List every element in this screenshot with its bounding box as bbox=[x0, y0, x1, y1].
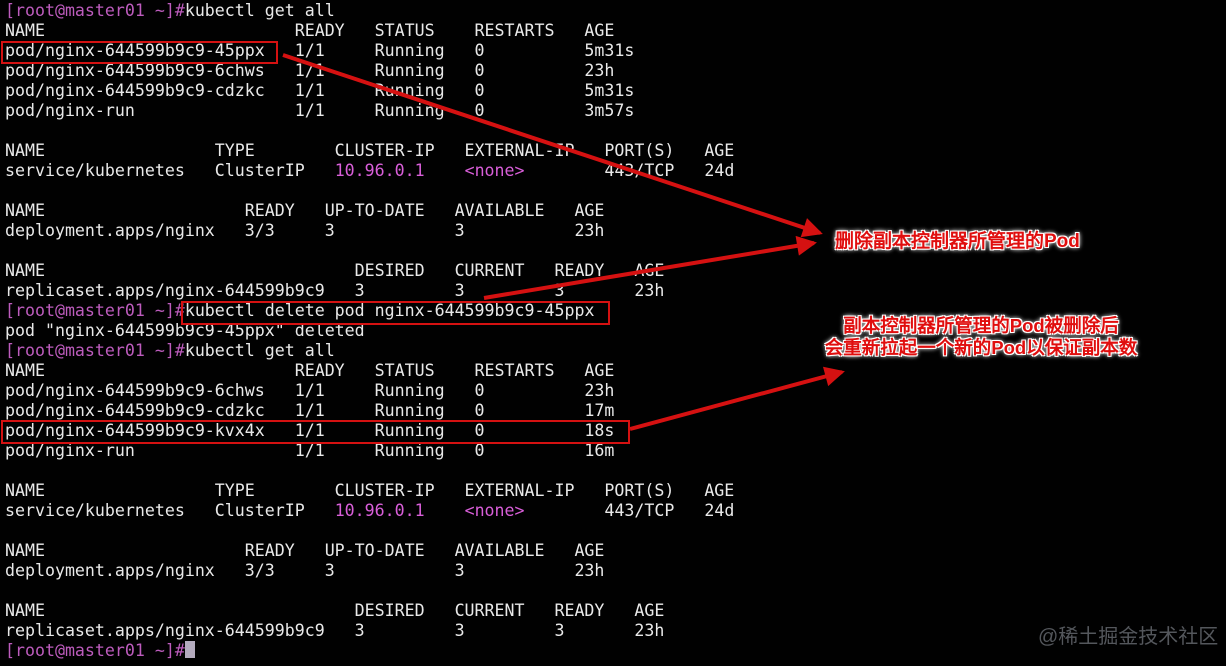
terminal-line: deployment.apps/nginx 3/3 3 3 23h bbox=[5, 221, 734, 241]
terminal-text: kubectl get all bbox=[184, 1, 335, 20]
terminal-text: NAME TYPE CLUSTER-IP EXTERNAL-IP PORT(S)… bbox=[5, 141, 735, 160]
terminal-text: deployment.apps/nginx 3/3 3 3 23h bbox=[5, 221, 605, 240]
terminal-text: pod/nginx-644599b9c9-cdzkc 1/1 Running 0… bbox=[5, 401, 615, 420]
shell-prompt: [root@master01 ~]# bbox=[5, 301, 185, 320]
terminal-text: kubectl get all bbox=[184, 341, 335, 360]
terminal-line bbox=[5, 241, 734, 261]
terminal-text: pod/nginx-run 1/1 Running 0 3m57s bbox=[5, 101, 635, 120]
terminal-line: pod/nginx-644599b9c9-6chws 1/1 Running 0… bbox=[5, 61, 734, 81]
highlight-box-pod-kvx4x bbox=[1, 420, 630, 444]
terminal-text: NAME READY UP-TO-DATE AVAILABLE AGE bbox=[5, 201, 605, 220]
terminal-text: replicaset.apps/nginx-644599b9c9 3 3 3 2… bbox=[5, 281, 665, 300]
shell-prompt: [root@master01 ~]# bbox=[5, 1, 185, 20]
highlight-box-pod-45ppx bbox=[1, 41, 278, 64]
terminal-line: replicaset.apps/nginx-644599b9c9 3 3 3 2… bbox=[5, 281, 734, 301]
terminal-text: service/kubernetes ClusterIP bbox=[5, 501, 335, 520]
terminal-line: NAME READY STATUS RESTARTS AGE bbox=[5, 21, 734, 41]
terminal-text bbox=[425, 501, 465, 520]
terminal-line: service/kubernetes ClusterIP 10.96.0.1 <… bbox=[5, 501, 734, 521]
terminal-line bbox=[5, 121, 734, 141]
terminal-text: pod/nginx-644599b9c9-cdzkc 1/1 Running 0… bbox=[5, 81, 635, 100]
shell-prompt: [root@master01 ~]# bbox=[5, 341, 185, 360]
terminal-line: NAME READY UP-TO-DATE AVAILABLE AGE bbox=[5, 541, 734, 561]
terminal-line: [root@master01 ~]#kubectl delete pod ngi… bbox=[5, 301, 734, 321]
terminal-line: service/kubernetes ClusterIP 10.96.0.1 <… bbox=[5, 161, 734, 181]
annotation-delete-pod: 删除副本控制器所管理的Pod bbox=[835, 231, 1080, 252]
terminal-line: pod/nginx-644599b9c9-cdzkc 1/1 Running 0… bbox=[5, 401, 734, 421]
terminal-text: 10.96.0.1 bbox=[334, 501, 425, 520]
annotation-recreate-pod-line2: 会重新拉起一个新的Pod以保证副本数 bbox=[824, 337, 1138, 358]
terminal-output[interactable]: [root@master01 ~]#kubectl get all NAME RE… bbox=[5, 1, 734, 661]
highlight-box-delete-command bbox=[181, 301, 610, 325]
terminal-line: pod/nginx-644599b9c9-kvx4x 1/1 Running 0… bbox=[5, 421, 734, 441]
terminal-text: 443/TCP 24d bbox=[524, 161, 735, 180]
terminal-line: [root@master01 ~]#kubectl get all bbox=[5, 1, 734, 21]
terminal-text: NAME READY UP-TO-DATE AVAILABLE AGE bbox=[5, 541, 605, 560]
terminal-line: NAME DESIRED CURRENT READY AGE bbox=[5, 261, 734, 281]
annotation-recreate-pod-line1: 副本控制器所管理的Pod被删除后 bbox=[843, 315, 1119, 336]
terminal-line bbox=[5, 461, 734, 481]
terminal-line: NAME READY STATUS RESTARTS AGE bbox=[5, 361, 734, 381]
terminal-text: replicaset.apps/nginx-644599b9c9 3 3 3 2… bbox=[5, 621, 665, 640]
terminal-text: kubectl delete pod nginx-644599b9c9-45pp… bbox=[184, 301, 595, 320]
terminal-line: deployment.apps/nginx 3/3 3 3 23h bbox=[5, 561, 734, 581]
terminal-text: pod/nginx-run 1/1 Running 0 16m bbox=[5, 441, 615, 460]
terminal-text: <none> bbox=[464, 161, 525, 180]
terminal-text: NAME TYPE CLUSTER-IP EXTERNAL-IP PORT(S)… bbox=[5, 481, 735, 500]
terminal-line: pod/nginx-644599b9c9-6chws 1/1 Running 0… bbox=[5, 381, 734, 401]
terminal-text: deployment.apps/nginx 3/3 3 3 23h bbox=[5, 561, 605, 580]
terminal-text: 443/TCP 24d bbox=[524, 501, 735, 520]
terminal-line: pod "nginx-644599b9c9-45ppx" deleted bbox=[5, 321, 734, 341]
terminal-line: pod/nginx-644599b9c9-cdzkc 1/1 Running 0… bbox=[5, 81, 734, 101]
terminal-line: pod/nginx-run 1/1 Running 0 3m57s bbox=[5, 101, 734, 121]
terminal-line bbox=[5, 181, 734, 201]
terminal-text: NAME READY STATUS RESTARTS AGE bbox=[5, 21, 615, 40]
terminal-line: NAME TYPE CLUSTER-IP EXTERNAL-IP PORT(S)… bbox=[5, 481, 734, 501]
watermark: @稀土掘金技术社区 bbox=[1038, 626, 1219, 648]
annotation-recreate-pod: 副本控制器所管理的Pod被删除后 会重新拉起一个新的Pod以保证副本数 bbox=[822, 315, 1140, 359]
terminal-text: 10.96.0.1 bbox=[334, 161, 425, 180]
terminal-line: [root@master01 ~]# bbox=[5, 641, 734, 661]
terminal-line: NAME TYPE CLUSTER-IP EXTERNAL-IP PORT(S)… bbox=[5, 141, 734, 161]
terminal-line: pod/nginx-run 1/1 Running 0 16m bbox=[5, 441, 734, 461]
terminal-line: replicaset.apps/nginx-644599b9c9 3 3 3 2… bbox=[5, 621, 734, 641]
terminal-text: NAME READY STATUS RESTARTS AGE bbox=[5, 361, 615, 380]
terminal-line bbox=[5, 521, 734, 541]
terminal-text: NAME DESIRED CURRENT READY AGE bbox=[5, 261, 665, 280]
terminal-text: <none> bbox=[464, 501, 525, 520]
terminal-line bbox=[5, 581, 734, 601]
terminal-text: pod "nginx-644599b9c9-45ppx" deleted bbox=[5, 321, 365, 340]
terminal-text: pod/nginx-644599b9c9-6chws 1/1 Running 0… bbox=[5, 381, 615, 400]
terminal-line: [root@master01 ~]#kubectl get all bbox=[5, 341, 734, 361]
terminal-text: service/kubernetes ClusterIP bbox=[5, 161, 335, 180]
terminal-text: NAME DESIRED CURRENT READY AGE bbox=[5, 601, 665, 620]
terminal-text: pod/nginx-644599b9c9-kvx4x 1/1 Running 0… bbox=[5, 421, 615, 440]
terminal-cursor bbox=[184, 641, 195, 658]
terminal-line: NAME DESIRED CURRENT READY AGE bbox=[5, 601, 734, 621]
terminal-text bbox=[425, 161, 465, 180]
shell-prompt: [root@master01 ~]# bbox=[5, 641, 185, 660]
terminal-line: NAME READY UP-TO-DATE AVAILABLE AGE bbox=[5, 201, 734, 221]
